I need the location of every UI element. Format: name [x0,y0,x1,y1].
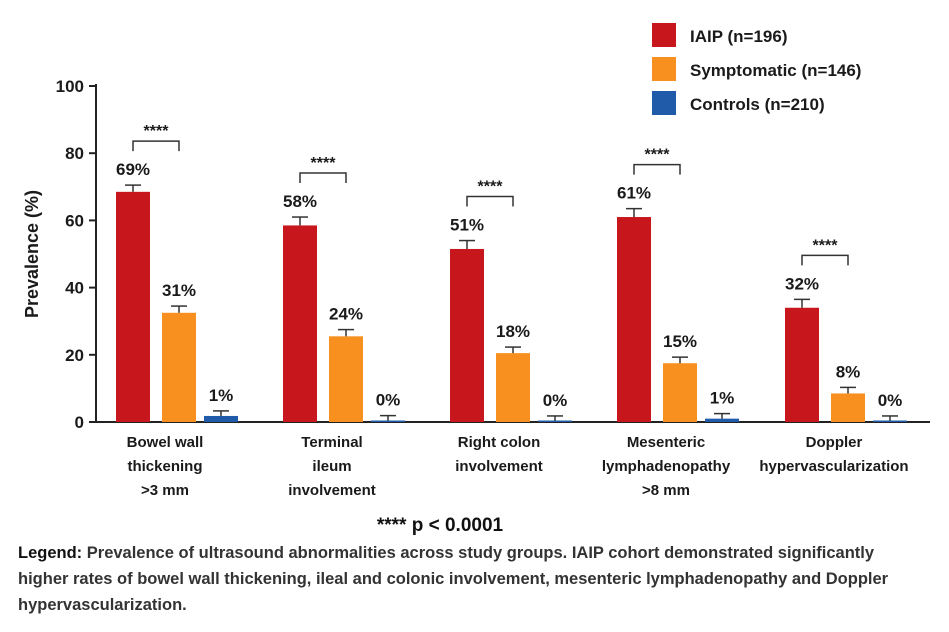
bar [371,420,405,422]
data-label: 51% [450,216,484,235]
significance-label: **** [645,147,671,164]
legend-label: IAIP (n=196) [690,27,787,46]
category-label: Doppler [806,434,863,451]
bar [162,312,196,422]
bar [329,336,363,422]
data-label: 18% [496,322,530,341]
category-label: Mesenteric [627,434,705,451]
legend-label: Symptomatic (n=146) [690,61,861,80]
significance-label: **** [478,179,504,196]
legend-label: Controls (n=210) [690,95,825,114]
bar [204,415,238,422]
y-tick-label: 0 [75,413,84,432]
category-label: >3 mm [141,482,189,499]
data-label: 1% [710,389,735,408]
data-label: 31% [162,281,196,300]
significance-bracket [132,140,180,152]
significance-label: **** [144,123,170,140]
category-label: ileum [312,458,351,475]
data-label: 58% [283,192,317,211]
y-axis-title: Prevalence (%) [22,190,42,318]
y-tick-label: 40 [65,279,84,298]
significance-bracket [466,195,514,207]
data-label: 0% [543,391,568,410]
category-label: hypervascularization [759,458,908,475]
data-label: 0% [376,391,401,410]
bar [705,418,739,422]
significance-bracket [801,254,849,266]
legend-swatch [652,91,676,115]
bar [116,191,150,422]
p-value-note: **** p < 0.0001 [377,515,504,536]
bar [617,217,651,422]
bar-chart: 0 20 40 60 80 100 Prevalence (%) 69% 31% 1% **** Bo… [22,23,930,536]
category-label: thickening [127,458,202,475]
bar [450,248,484,422]
legend-swatch [652,23,676,47]
caption-lead: Legend: [18,544,83,562]
data-label: 24% [329,305,363,324]
bar [283,225,317,422]
data-label: 69% [116,160,150,179]
data-label: 8% [836,362,861,381]
data-label: 32% [785,274,819,293]
bar [831,393,865,422]
y-tick-label: 60 [65,211,84,230]
category-label: involvement [455,458,543,475]
data-label: 1% [209,386,234,405]
category-label: lymphadenopathy [602,458,731,475]
y-tick-label: 100 [56,77,84,96]
data-label: 0% [878,391,903,410]
category-label: Right colon [458,434,541,451]
significance-label: **** [311,155,337,172]
bar [873,420,907,422]
data-label: 15% [663,332,697,351]
significance-bracket [633,163,681,175]
y-tick-label: 80 [65,144,84,163]
category-label: Terminal [301,434,362,451]
bar [538,420,572,422]
data-label: 61% [617,184,651,203]
significance-bracket [299,172,347,184]
figure-caption: Legend: Prevalence of ultrasound abnorma… [18,540,918,618]
category-label: >8 mm [642,482,690,499]
bar [663,363,697,422]
bar [496,353,530,422]
category-label: Bowel wall [127,434,204,451]
caption-text: Prevalence of ultrasound abnormalities a… [18,544,889,614]
y-tick-label: 20 [65,346,84,365]
category-label: involvement [288,482,376,499]
legend-swatch [652,57,676,81]
significance-label: **** [813,237,839,254]
bar [785,307,819,422]
